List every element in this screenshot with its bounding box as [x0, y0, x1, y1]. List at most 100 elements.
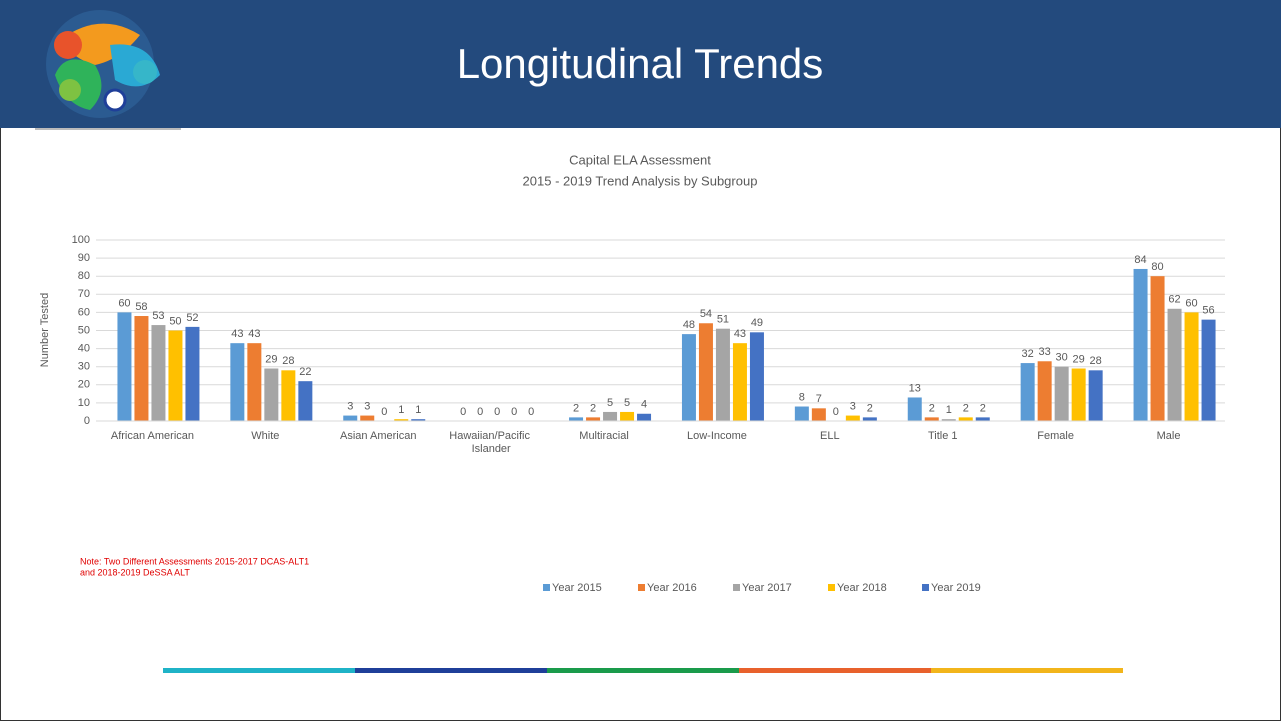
data-label: 50: [169, 315, 181, 327]
data-label: 1: [415, 404, 421, 416]
data-label: 43: [248, 328, 260, 340]
bar: [1184, 312, 1199, 421]
legend-label: Year 2015: [552, 582, 602, 594]
data-label: 0: [381, 406, 387, 418]
bar: [168, 330, 183, 421]
bar: [845, 415, 860, 421]
data-label: 60: [1185, 297, 1197, 309]
bar: [862, 417, 877, 421]
logo-dot: [54, 31, 82, 59]
data-label: 3: [347, 400, 353, 412]
data-label: 48: [683, 319, 695, 331]
data-label: 43: [734, 328, 746, 340]
note: and 2018-2019 DeSSA ALT: [80, 567, 190, 577]
data-label: 29: [1073, 353, 1085, 365]
x-tick-label: Female: [1037, 430, 1074, 442]
logo-swirl: [60, 23, 140, 65]
bar: [749, 332, 764, 421]
stripe: [739, 668, 931, 673]
bar: [1088, 370, 1103, 421]
data-label: 5: [607, 397, 613, 409]
data-label: 2: [980, 402, 986, 414]
data-label: 58: [135, 301, 147, 313]
x-tick-label: Multiracial: [579, 430, 629, 442]
data-label: 8: [799, 391, 805, 403]
bar: [941, 419, 956, 421]
data-label: 54: [700, 308, 712, 320]
bar: [1071, 368, 1086, 421]
bar: [586, 417, 601, 421]
x-tick-label: ELL: [820, 430, 840, 442]
stripe: [163, 668, 355, 673]
legend-swatch: [733, 584, 740, 591]
bar: [1054, 366, 1069, 421]
data-label: 13: [909, 382, 921, 394]
bar: [811, 408, 826, 421]
data-label: 0: [528, 406, 534, 418]
bar: [907, 397, 922, 421]
data-label: 2: [573, 402, 579, 414]
data-label: 33: [1039, 346, 1051, 358]
data-label: 49: [751, 317, 763, 329]
data-label: 3: [850, 400, 856, 412]
bar: [230, 343, 245, 421]
logo-dot: [133, 60, 157, 84]
data-label: 53: [152, 310, 164, 322]
bar: [698, 323, 713, 421]
bar: [958, 417, 973, 421]
x-tick-label: Hawaiian/Pacific Islander: [449, 430, 533, 455]
legend-label: Year 2016: [647, 582, 697, 594]
data-label: 22: [299, 366, 311, 378]
y-tick-label: 50: [78, 324, 90, 336]
bar: [681, 334, 696, 421]
logo: [46, 10, 160, 118]
bar: [185, 326, 200, 421]
data-label: 2: [929, 402, 935, 414]
stripe: [547, 668, 739, 673]
bar: [394, 419, 409, 421]
bar: [1020, 363, 1035, 421]
bottom-stripe: [163, 668, 1123, 673]
bar: [360, 415, 375, 421]
bar: [281, 370, 296, 421]
y-tick-label: 60: [78, 306, 90, 318]
bar: [1037, 361, 1052, 421]
bar: [715, 328, 730, 421]
note: Note: Two Different Assessments 2015-201…: [80, 556, 309, 566]
bar: [924, 417, 939, 421]
y-tick-label: 70: [78, 288, 90, 300]
data-label: 32: [1022, 348, 1034, 360]
data-label: 0: [477, 406, 483, 418]
y-tick-label: 20: [78, 379, 90, 391]
legend-swatch: [638, 584, 645, 591]
y-tick-label: 30: [78, 361, 90, 373]
bar: [1133, 268, 1148, 421]
data-label: 28: [282, 355, 294, 367]
y-tick-label: 40: [78, 343, 90, 355]
x-tick-label: Asian American: [340, 430, 416, 442]
y-tick-label: 80: [78, 270, 90, 282]
data-label: 0: [511, 406, 517, 418]
data-label: 1: [946, 404, 952, 416]
data-label: 80: [1151, 261, 1163, 273]
logo-dot: [103, 88, 127, 112]
bar: [343, 415, 358, 421]
data-label: 0: [460, 406, 466, 418]
y-tick-label: 0: [84, 415, 90, 427]
y-axis-label: Number Tested: [39, 293, 51, 367]
data-label: 2: [963, 402, 969, 414]
data-label: 5: [624, 397, 630, 409]
data-label: 84: [1134, 254, 1146, 266]
data-label: 2: [867, 402, 873, 414]
slide-title: Longitudinal Trends: [457, 40, 824, 87]
data-label: 28: [1090, 355, 1102, 367]
bar: [569, 417, 584, 421]
bar: [298, 381, 313, 421]
x-tick-label: Male: [1157, 430, 1181, 442]
x-tick-label: Low-Income: [687, 430, 747, 442]
data-label: 52: [186, 312, 198, 324]
bar: [732, 343, 747, 421]
data-label: 43: [231, 328, 243, 340]
